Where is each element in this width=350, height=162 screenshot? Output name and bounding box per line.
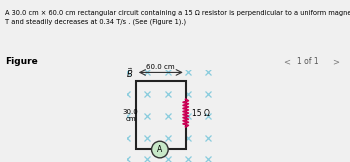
Text: 30.0
cm: 30.0 cm bbox=[123, 109, 139, 122]
Text: Figure: Figure bbox=[5, 57, 38, 66]
Text: A 30.0 cm × 60.0 cm rectangular circuit containing a 15 Ω resistor is perpendicu: A 30.0 cm × 60.0 cm rectangular circuit … bbox=[5, 10, 350, 25]
Text: A: A bbox=[157, 145, 162, 154]
Text: 60.0 cm: 60.0 cm bbox=[146, 64, 175, 70]
Text: >: > bbox=[332, 57, 340, 66]
Bar bbox=[136, 81, 186, 149]
Text: <: < bbox=[284, 57, 290, 66]
Circle shape bbox=[152, 141, 168, 158]
Text: 1 of 1: 1 of 1 bbox=[297, 57, 319, 66]
Text: $\vec{B}$: $\vec{B}$ bbox=[126, 66, 133, 80]
Text: 15 Ω: 15 Ω bbox=[192, 109, 210, 118]
